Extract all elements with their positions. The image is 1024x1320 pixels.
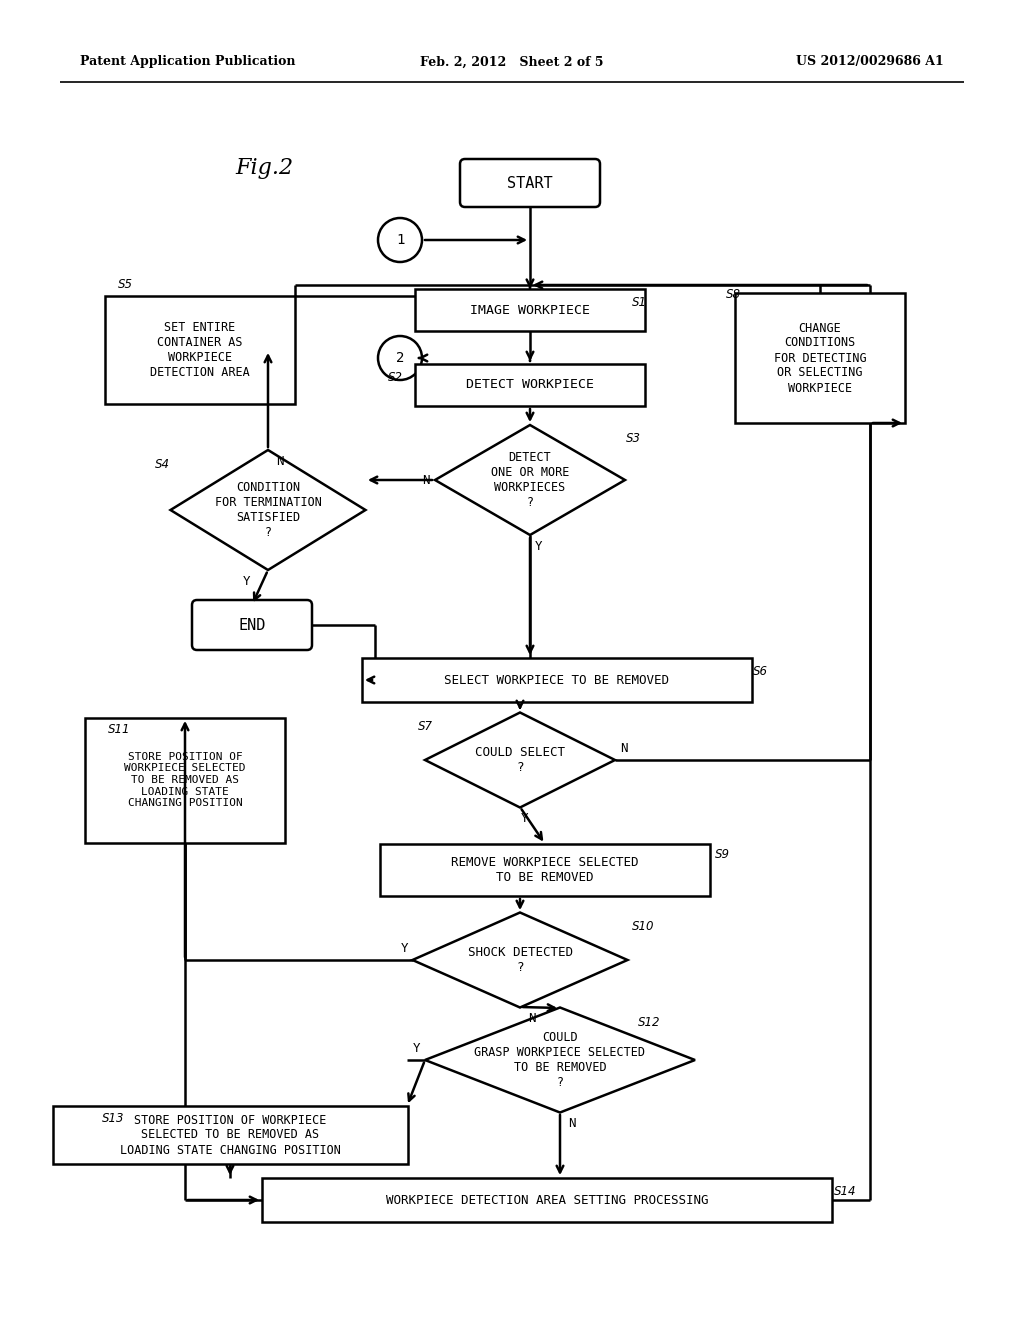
Text: S5: S5 bbox=[118, 279, 133, 290]
Bar bbox=[415, 364, 645, 407]
Bar bbox=[105, 296, 295, 404]
Text: Y: Y bbox=[521, 812, 528, 825]
Polygon shape bbox=[413, 912, 628, 1007]
Text: N: N bbox=[528, 1012, 536, 1026]
Text: 2: 2 bbox=[396, 351, 404, 366]
Text: US 2012/0029686 A1: US 2012/0029686 A1 bbox=[797, 55, 944, 69]
Text: S9: S9 bbox=[715, 847, 730, 861]
Polygon shape bbox=[425, 713, 615, 808]
Bar bbox=[52, 1106, 408, 1164]
Text: WORKPIECE DETECTION AREA SETTING PROCESSING: WORKPIECE DETECTION AREA SETTING PROCESS… bbox=[386, 1193, 709, 1206]
Text: S4: S4 bbox=[155, 458, 170, 471]
Bar bbox=[262, 1177, 831, 1222]
Circle shape bbox=[378, 337, 422, 380]
Bar bbox=[380, 843, 710, 896]
Text: N: N bbox=[568, 1117, 575, 1130]
Text: DETECT
ONE OR MORE
WORKPIECES
?: DETECT ONE OR MORE WORKPIECES ? bbox=[490, 451, 569, 510]
Text: S8: S8 bbox=[726, 288, 741, 301]
Text: DETECT WORKPIECE: DETECT WORKPIECE bbox=[466, 379, 594, 392]
Text: COULD
GRASP WORKPIECE SELECTED
TO BE REMOVED
?: COULD GRASP WORKPIECE SELECTED TO BE REM… bbox=[474, 1031, 645, 1089]
Text: S14: S14 bbox=[834, 1185, 856, 1199]
Text: Y: Y bbox=[400, 942, 408, 954]
Text: Feb. 2, 2012   Sheet 2 of 5: Feb. 2, 2012 Sheet 2 of 5 bbox=[420, 55, 604, 69]
Text: N: N bbox=[276, 455, 284, 469]
Text: STORE POSITION OF WORKPIECE
SELECTED TO BE REMOVED AS
LOADING STATE CHANGING POS: STORE POSITION OF WORKPIECE SELECTED TO … bbox=[120, 1114, 340, 1156]
Text: CHANGE
CONDITIONS
FOR DETECTING
OR SELECTING
WORKPIECE: CHANGE CONDITIONS FOR DETECTING OR SELEC… bbox=[774, 322, 866, 395]
Bar bbox=[362, 657, 752, 702]
Text: N: N bbox=[423, 474, 430, 487]
Bar bbox=[735, 293, 905, 422]
Text: S11: S11 bbox=[108, 723, 130, 737]
Text: N: N bbox=[620, 742, 628, 755]
Text: IMAGE WORKPIECE: IMAGE WORKPIECE bbox=[470, 304, 590, 317]
Text: S2: S2 bbox=[388, 371, 403, 384]
Polygon shape bbox=[425, 1007, 695, 1113]
Text: Y: Y bbox=[413, 1041, 420, 1055]
Text: S7: S7 bbox=[418, 719, 433, 733]
Text: STORE POSITION OF
WORKPIECE SELECTED
TO BE REMOVED AS
LOADING STATE
CHANGING POS: STORE POSITION OF WORKPIECE SELECTED TO … bbox=[124, 752, 246, 808]
Bar bbox=[415, 289, 645, 331]
Text: Y: Y bbox=[244, 576, 251, 587]
Text: SELECT WORKPIECE TO BE REMOVED: SELECT WORKPIECE TO BE REMOVED bbox=[444, 673, 670, 686]
Text: REMOVE WORKPIECE SELECTED
TO BE REMOVED: REMOVE WORKPIECE SELECTED TO BE REMOVED bbox=[452, 855, 639, 884]
Text: SHOCK DETECTED
?: SHOCK DETECTED ? bbox=[468, 946, 572, 974]
Text: 1: 1 bbox=[396, 234, 404, 247]
Text: Y: Y bbox=[535, 540, 543, 553]
Text: CONDITION
FOR TERMINATION
SATISFIED
?: CONDITION FOR TERMINATION SATISFIED ? bbox=[215, 480, 322, 539]
Text: S1: S1 bbox=[632, 296, 647, 309]
FancyBboxPatch shape bbox=[193, 601, 312, 649]
Circle shape bbox=[378, 218, 422, 261]
Text: Patent Application Publication: Patent Application Publication bbox=[80, 55, 296, 69]
Polygon shape bbox=[435, 425, 625, 535]
Text: END: END bbox=[239, 618, 265, 632]
Text: COULD SELECT
?: COULD SELECT ? bbox=[475, 746, 565, 774]
Text: S13: S13 bbox=[102, 1111, 125, 1125]
Bar bbox=[85, 718, 285, 842]
FancyBboxPatch shape bbox=[460, 158, 600, 207]
Text: S10: S10 bbox=[632, 920, 654, 933]
Text: SET ENTIRE
CONTAINER AS
WORKPIECE
DETECTION AREA: SET ENTIRE CONTAINER AS WORKPIECE DETECT… bbox=[151, 321, 250, 379]
Text: S3: S3 bbox=[626, 432, 641, 445]
Text: Fig.2: Fig.2 bbox=[234, 157, 293, 180]
Polygon shape bbox=[171, 450, 366, 570]
Text: START: START bbox=[507, 176, 553, 190]
Text: S12: S12 bbox=[638, 1016, 660, 1030]
Text: S6: S6 bbox=[753, 665, 768, 678]
